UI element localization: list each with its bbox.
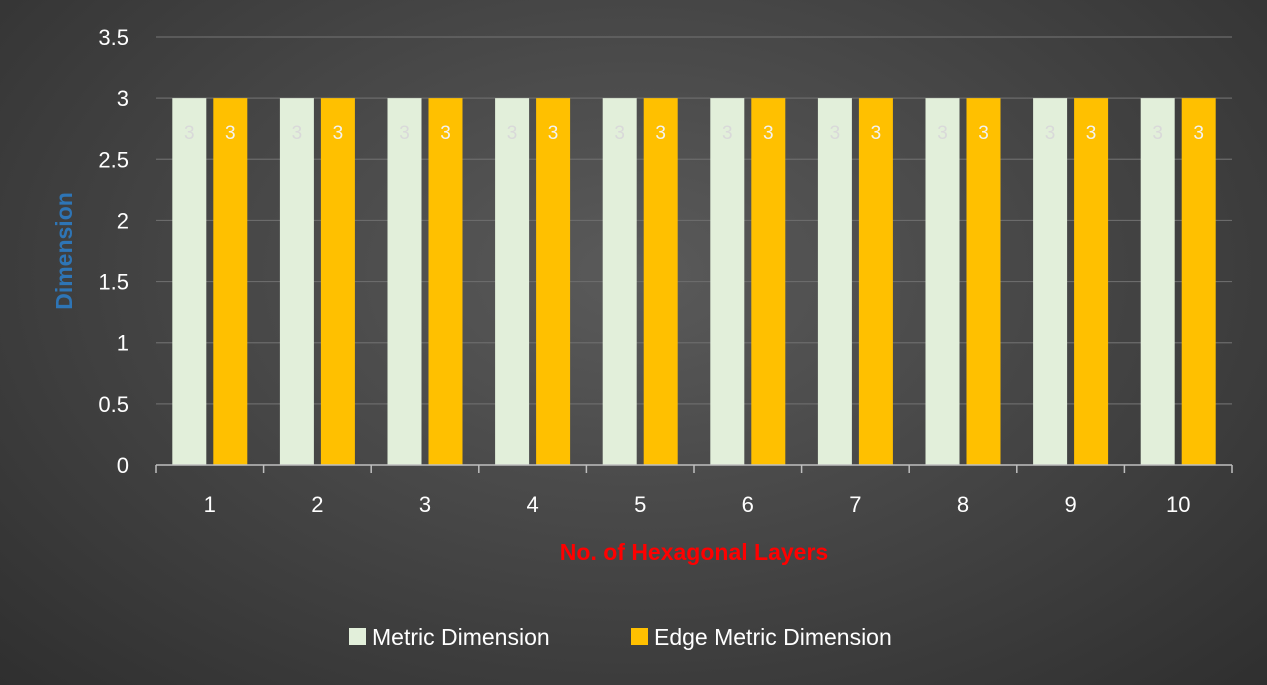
bar-metric-dimension bbox=[387, 98, 422, 466]
legend-swatch bbox=[349, 628, 366, 645]
gridlines bbox=[156, 36, 1232, 405]
x-tick-label: 6 bbox=[742, 492, 754, 517]
y-tick-label: 3.5 bbox=[98, 25, 129, 50]
x-tick-label: 5 bbox=[634, 492, 646, 517]
bar-metric-dimension bbox=[925, 98, 960, 466]
bar-data-label: 3 bbox=[225, 123, 236, 144]
y-tick-label: 0.5 bbox=[98, 392, 129, 417]
x-tick-label: 1 bbox=[204, 492, 216, 517]
bar-metric-dimension bbox=[1140, 98, 1175, 466]
bar-data-label: 3 bbox=[937, 123, 948, 144]
bar-edge-metric-dimension bbox=[643, 98, 678, 466]
bar-metric-dimension bbox=[602, 98, 637, 466]
bar-metric-dimension bbox=[710, 98, 745, 466]
y-tick-label: 2.5 bbox=[98, 147, 129, 172]
bar-edge-metric-dimension bbox=[858, 98, 893, 466]
bar-edge-metric-dimension bbox=[536, 98, 571, 466]
bar-metric-dimension bbox=[1033, 98, 1068, 466]
legend-label: Edge Metric Dimension bbox=[654, 624, 892, 650]
bar-edge-metric-dimension bbox=[320, 98, 355, 466]
bar-edge-metric-dimension bbox=[1181, 98, 1216, 466]
bar-metric-dimension bbox=[817, 98, 852, 466]
y-tick-label: 1.5 bbox=[98, 270, 129, 295]
bar-data-label: 3 bbox=[978, 123, 989, 144]
bar-data-label: 3 bbox=[830, 123, 841, 144]
bar-data-label: 3 bbox=[614, 123, 625, 144]
bar-data-label: 3 bbox=[548, 123, 559, 144]
bar-edge-metric-dimension bbox=[966, 98, 1001, 466]
bar-data-label: 3 bbox=[184, 123, 195, 144]
bar-data-label: 3 bbox=[292, 123, 303, 144]
bars bbox=[172, 98, 1216, 466]
x-tick-label: 7 bbox=[849, 492, 861, 517]
bar-edge-metric-dimension bbox=[213, 98, 248, 466]
x-axis bbox=[155, 464, 1233, 473]
bar-data-label: 3 bbox=[871, 123, 882, 144]
bar-metric-dimension bbox=[172, 98, 207, 466]
y-tick-label: 2 bbox=[117, 208, 129, 233]
y-tick-label: 1 bbox=[117, 331, 129, 356]
bar-data-label: 3 bbox=[1193, 123, 1204, 144]
bar-data-label: 3 bbox=[333, 123, 344, 144]
x-tick-label: 9 bbox=[1064, 492, 1076, 517]
bar-metric-dimension bbox=[495, 98, 530, 466]
x-axis-title: No. of Hexagonal Layers bbox=[560, 539, 828, 565]
bar-data-label: 3 bbox=[1152, 123, 1163, 144]
bar-data-label: 3 bbox=[440, 123, 451, 144]
bar-data-label: 3 bbox=[763, 123, 774, 144]
x-tick-label: 4 bbox=[526, 492, 538, 517]
x-tick-label: 8 bbox=[957, 492, 969, 517]
legend-swatch bbox=[631, 628, 648, 645]
legend-label: Metric Dimension bbox=[372, 624, 550, 650]
x-tick-label: 3 bbox=[419, 492, 431, 517]
bar-data-label: 3 bbox=[507, 123, 518, 144]
bar-metric-dimension bbox=[279, 98, 314, 466]
bar-edge-metric-dimension bbox=[1074, 98, 1109, 466]
bar-data-label: 3 bbox=[399, 123, 410, 144]
x-tick-label: 10 bbox=[1166, 492, 1190, 517]
x-tick-labels: 1 2 3 4 5 6 7 8 9 10 bbox=[204, 492, 1191, 517]
y-axis-title: Dimension bbox=[51, 192, 77, 310]
data-labels: 3 3 3 3 3 3 3 3 3 3 3 3 3 3 3 3 3 3 3 3 bbox=[184, 123, 1204, 144]
bar-edge-metric-dimension bbox=[751, 98, 786, 466]
legend: Metric Dimension Edge Metric Dimension bbox=[349, 624, 892, 650]
y-tick-label: 0 bbox=[117, 453, 129, 478]
bar-edge-metric-dimension bbox=[428, 98, 463, 466]
bar-data-label: 3 bbox=[1086, 123, 1097, 144]
bar-data-label: 3 bbox=[655, 123, 666, 144]
x-tick-label: 2 bbox=[311, 492, 323, 517]
bar-data-label: 3 bbox=[1045, 123, 1056, 144]
bar-data-label: 3 bbox=[722, 123, 733, 144]
y-tick-label: 3 bbox=[117, 86, 129, 111]
y-axis: 0 0.5 1 1.5 2 2.5 3 3.5 bbox=[98, 25, 129, 478]
